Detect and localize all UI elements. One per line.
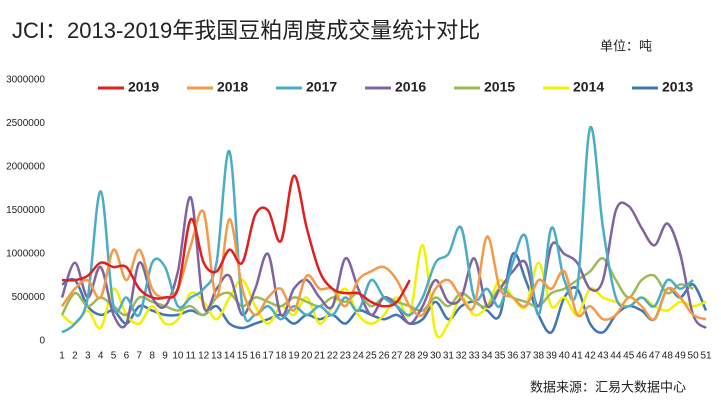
- x-tick-label: 8: [149, 351, 155, 362]
- x-tick-label: 39: [546, 351, 558, 362]
- legend-label: 2013: [662, 79, 693, 95]
- x-tick-label: 30: [430, 351, 442, 362]
- x-tick-label: 5: [111, 351, 117, 362]
- x-tick-label: 2: [72, 351, 78, 362]
- x-tick-label: 49: [675, 351, 687, 362]
- y-tick-label: 0: [39, 336, 45, 347]
- x-tick-label: 47: [649, 351, 661, 362]
- x-tick-label: 10: [172, 351, 184, 362]
- x-tick-label: 35: [494, 351, 506, 362]
- y-tick-label: 2000000: [6, 162, 45, 173]
- x-tick-label: 15: [237, 351, 249, 362]
- x-tick-label: 17: [263, 351, 275, 362]
- x-tick-label: 11: [186, 351, 197, 362]
- x-tick-label: 19: [288, 351, 300, 362]
- series-line: [61, 174, 411, 308]
- legend-label: 2015: [484, 79, 515, 95]
- x-tick-label: 37: [520, 351, 532, 362]
- x-tick-label: 20: [301, 351, 313, 362]
- y-tick-label: 1000000: [6, 249, 45, 260]
- x-tick-label: 26: [378, 351, 390, 362]
- chart-title: JCI：2013-2019年我国豆粕周度成交量统计对比: [12, 18, 480, 43]
- series-line: [61, 251, 708, 334]
- x-tick-label: 46: [636, 351, 648, 362]
- x-tick-label: 48: [662, 351, 674, 362]
- x-tick-label: 9: [162, 351, 168, 362]
- x-tick-label: 3: [85, 351, 91, 362]
- x-tick-label: 21: [314, 351, 326, 362]
- x-tick-label: 28: [404, 351, 416, 362]
- x-tick-label: 31: [443, 351, 455, 362]
- series-line: [61, 244, 707, 339]
- x-tick-label: 45: [623, 351, 635, 362]
- x-tick-label: 29: [417, 351, 429, 362]
- x-tick-label: 50: [688, 351, 700, 362]
- x-tick-label: 16: [250, 351, 262, 362]
- legend-label: 2019: [128, 79, 159, 95]
- x-tick-label: 4: [98, 351, 104, 362]
- x-tick-label: 41: [572, 351, 584, 362]
- series-line: [61, 125, 694, 334]
- x-tick-label: 42: [585, 351, 597, 362]
- x-tick-label: 32: [456, 351, 468, 362]
- y-tick-label: 1500000: [6, 205, 45, 216]
- x-tick-label: 14: [224, 351, 236, 362]
- x-tick-label: 34: [481, 351, 493, 362]
- x-tick-label: 1: [59, 351, 65, 362]
- y-tick-label: 500000: [12, 292, 46, 303]
- x-tick-label: 27: [391, 351, 403, 362]
- x-tick-label: 44: [610, 351, 622, 362]
- x-tick-label: 36: [507, 351, 519, 362]
- y-tick-label: 2500000: [6, 118, 45, 129]
- x-tick-label: 51: [700, 351, 712, 362]
- legend-label: 2018: [217, 79, 248, 95]
- x-tick-label: 13: [211, 351, 223, 362]
- legend-label: 2017: [306, 79, 337, 95]
- x-tick-label: 6: [124, 351, 130, 362]
- source-note: 数据来源：汇易大数据中心: [530, 379, 686, 394]
- x-tick-label: 38: [533, 351, 545, 362]
- x-tick-label: 24: [353, 351, 365, 362]
- unit-label: 单位：吨: [600, 38, 652, 53]
- x-tick-label: 7: [136, 351, 142, 362]
- legend-label: 2016: [395, 79, 426, 95]
- x-tick-label: 12: [198, 351, 210, 362]
- x-tick-label: 23: [340, 351, 352, 362]
- x-tick-label: 25: [366, 351, 378, 362]
- x-tick-label: 40: [559, 351, 571, 362]
- y-tick-label: 3000000: [6, 75, 45, 86]
- x-tick-label: 33: [469, 351, 481, 362]
- x-tick-label: 22: [327, 351, 339, 362]
- x-tick-label: 43: [597, 351, 609, 362]
- x-tick-label: 18: [275, 351, 287, 362]
- legend-label: 2014: [573, 79, 604, 95]
